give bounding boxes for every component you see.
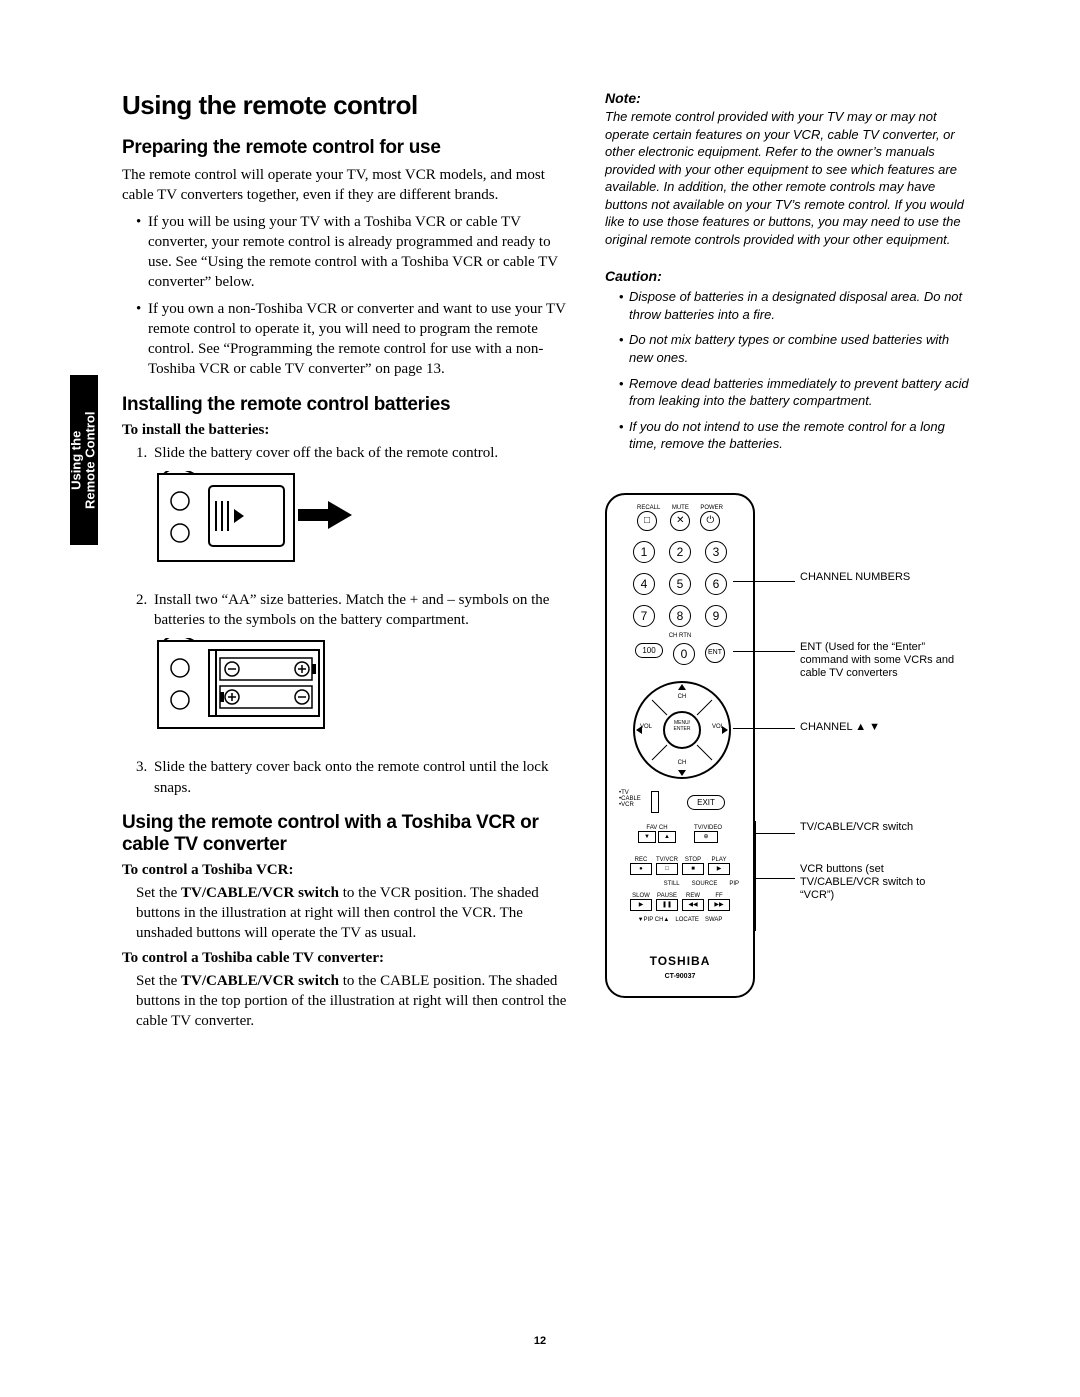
page-title: Using the remote control	[122, 90, 577, 121]
numpad-3: 3	[705, 541, 727, 563]
tab-line1: Using the	[69, 430, 84, 489]
step-1: 1.Slide the battery cover off the back o…	[136, 443, 577, 463]
section-tab: Using the Remote Control	[70, 375, 98, 545]
tab-line2: Remote Control	[83, 411, 98, 509]
callout-channel-numbers: CHANNEL NUMBERS	[800, 571, 910, 584]
callout-switch: TV/CABLE/VCR switch	[800, 821, 920, 834]
switch-slider	[651, 791, 659, 813]
numpad-5: 5	[669, 573, 691, 595]
vcr-lead: To control a Toshiba VCR:	[122, 862, 577, 879]
right-column: Note: The remote control provided with y…	[605, 90, 975, 1037]
numpad-2: 2	[669, 541, 691, 563]
switch-labels: •TV •CABLE •VCR	[619, 790, 641, 808]
model-label: CT-90037	[607, 973, 753, 980]
caution-heading: Caution:	[605, 268, 975, 284]
page: Using the Remote Control Using the remot…	[0, 0, 1080, 1397]
power-button: ⏻	[700, 511, 720, 531]
caution-3: Remove dead batteries immediately to pre…	[619, 375, 975, 410]
brand-label: TOSHIBA	[607, 954, 753, 968]
cable-paragraph: Set the TV/CABLE/VCR switch to the CABLE…	[122, 971, 577, 1032]
install-lead: To install the batteries:	[122, 422, 577, 439]
heading-preparing: Preparing the remote control for use	[122, 137, 577, 159]
remote-body: RECALL □ MUTE ✕ POWER ⏻ 123	[605, 493, 755, 998]
numpad-8: 8	[669, 605, 691, 627]
caution-2: Do not mix battery types or combine used…	[619, 331, 975, 366]
note-heading: Note:	[605, 90, 975, 106]
callout-vcr-buttons: VCR buttons (set TV/CABLE/VCR switch to …	[800, 863, 940, 903]
numpad-7: 7	[633, 605, 655, 627]
exit-button: EXIT	[687, 795, 725, 810]
recall-button: □	[637, 511, 657, 531]
intro-paragraph: The remote control will operate your TV,…	[122, 165, 577, 206]
page-number: 12	[534, 1335, 546, 1347]
left-column: Using the remote control Preparing the r…	[122, 90, 577, 1037]
caution-1: Dispose of batteries in a designated dis…	[619, 288, 975, 323]
numpad-0: 0	[673, 643, 695, 665]
mute-button: ✕	[670, 511, 690, 531]
bullet-toshiba: If you will be using your TV with a Tosh…	[136, 212, 577, 293]
callout-ent: ENT (Used for the “Enter” command with s…	[800, 641, 955, 681]
figure-cover-slide	[154, 471, 577, 576]
caution-4: If you do not intend to use the remote c…	[619, 418, 975, 453]
numpad-6: 6	[705, 573, 727, 595]
dpad: CH CH VOL VOL MENU/ ENTER	[632, 680, 732, 780]
cable-lead: To control a Toshiba cable TV converter:	[122, 950, 577, 967]
numpad-9: 9	[705, 605, 727, 627]
bullet-nontoshiba: If you own a non-Toshiba VCR or converte…	[136, 299, 577, 380]
step-3: 3.Slide the battery cover back onto the …	[136, 757, 577, 798]
ent-button: ENT	[705, 643, 725, 663]
remote-diagram: RECALL □ MUTE ✕ POWER ⏻ 123	[605, 493, 975, 1013]
heading-installing: Installing the remote control batteries	[122, 394, 577, 416]
numpad-1: 1	[633, 541, 655, 563]
hundred-button: 100	[635, 643, 663, 658]
figure-batteries	[154, 638, 577, 743]
numpad-4: 4	[633, 573, 655, 595]
vcr-paragraph: Set the TV/CABLE/VCR switch to the VCR p…	[122, 883, 577, 944]
step-2: 2.Install two “AA” size batteries. Match…	[136, 590, 577, 631]
callout-channel-arrows: CHANNEL ▲ ▼	[800, 721, 880, 734]
heading-toshiba-vcr: Using the remote control with a Toshiba …	[122, 812, 577, 856]
note-body: The remote control provided with your TV…	[605, 108, 975, 248]
